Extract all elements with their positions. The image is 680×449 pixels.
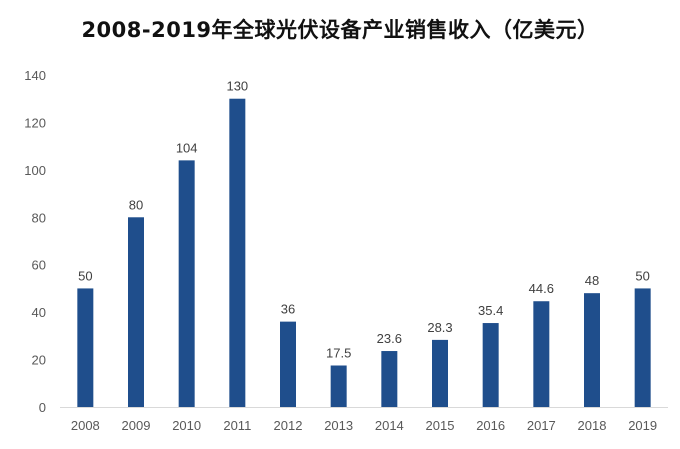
bar bbox=[482, 323, 499, 407]
y-tick-label: 40 bbox=[32, 305, 46, 320]
bar bbox=[533, 301, 550, 407]
data-label: 80 bbox=[129, 197, 143, 212]
bars bbox=[77, 98, 651, 407]
y-tick-label: 80 bbox=[32, 210, 46, 225]
chart-title: 2008-2019年全球光伏设备产业销售收入（亿美元） bbox=[81, 18, 599, 42]
bar bbox=[77, 288, 94, 407]
bar bbox=[229, 98, 246, 407]
x-tick-label: 2018 bbox=[578, 418, 607, 433]
y-tick-label: 120 bbox=[24, 115, 46, 130]
data-label: 35.4 bbox=[478, 303, 503, 318]
bar bbox=[128, 217, 144, 407]
y-tick-label: 140 bbox=[24, 68, 46, 83]
bar bbox=[634, 288, 651, 407]
data-label: 36 bbox=[281, 302, 295, 317]
y-tick-label: 100 bbox=[24, 163, 46, 178]
data-label: 17.5 bbox=[326, 346, 351, 361]
x-tick-label: 2010 bbox=[172, 418, 201, 433]
y-tick-label: 20 bbox=[32, 353, 46, 368]
x-tick-label: 2017 bbox=[527, 418, 556, 433]
x-tick-label: 2012 bbox=[274, 418, 303, 433]
y-axis-ticks: 0 20 40 60 80 100 120 140 bbox=[24, 68, 46, 415]
y-tick-label: 60 bbox=[32, 258, 46, 273]
data-label: 48 bbox=[585, 273, 599, 288]
x-tick-label: 2011 bbox=[223, 418, 251, 433]
bar bbox=[178, 160, 195, 407]
bar bbox=[584, 293, 600, 407]
x-tick-label: 2008 bbox=[71, 418, 100, 433]
y-tick-label: 0 bbox=[39, 400, 46, 415]
x-tick-label: 2019 bbox=[628, 418, 657, 433]
bar bbox=[330, 365, 347, 407]
x-tick-label: 2014 bbox=[375, 418, 404, 433]
data-label: 23.6 bbox=[377, 331, 402, 346]
data-labels: 50 80 104 130 36 17.5 23.6 28.3 35.4 44.6 48 50 bbox=[78, 79, 650, 361]
x-tick-label: 2009 bbox=[122, 418, 151, 433]
data-label: 50 bbox=[78, 268, 92, 283]
data-label: 28.3 bbox=[427, 320, 452, 335]
bar bbox=[381, 351, 398, 407]
data-label: 44.6 bbox=[529, 281, 554, 296]
bar bbox=[280, 321, 296, 407]
data-label: 50 bbox=[635, 268, 649, 283]
x-tick-label: 2016 bbox=[476, 418, 505, 433]
x-axis-ticks: 2008 2009 2010 2011 2012 2013 2014 2015 2016 2017… bbox=[71, 418, 657, 433]
data-label: 130 bbox=[226, 79, 248, 94]
x-tick-label: 2015 bbox=[426, 418, 455, 433]
bar bbox=[432, 339, 448, 407]
x-tick-label: 2013 bbox=[324, 418, 353, 433]
data-label: 104 bbox=[176, 140, 198, 155]
